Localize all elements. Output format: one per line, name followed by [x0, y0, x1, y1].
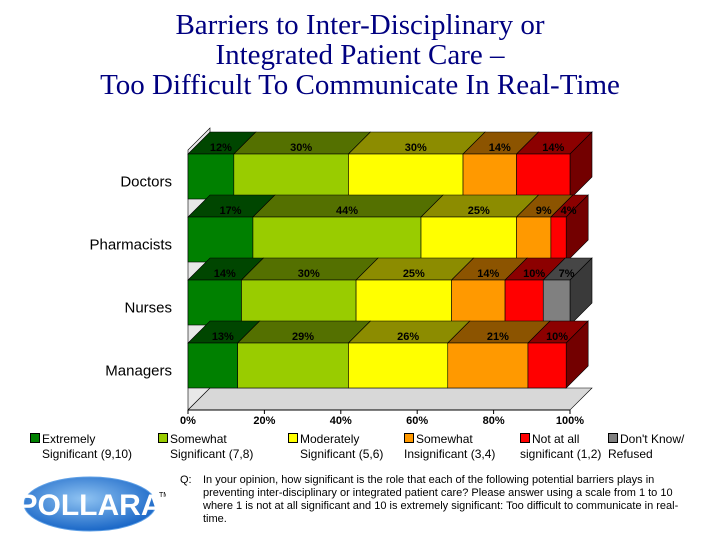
title-line-1: Barriers to Inter-Disciplinary or: [175, 9, 545, 41]
legend-item-2: Moderately Significant (5,6): [288, 432, 383, 462]
bar-2-0: [187, 279, 242, 326]
data-label-0-2: 30%: [405, 142, 427, 154]
bar-1-4: [550, 216, 567, 263]
legend-swatch-3: [404, 433, 414, 443]
data-label-1-2: 25%: [468, 205, 490, 217]
legend-swatch-4: [520, 433, 530, 443]
legend-item-0: Extremely Significant (9,10): [30, 432, 132, 462]
bar-3-4: [527, 342, 567, 389]
bar-2-5: [542, 279, 571, 326]
question-prefix: Q:: [180, 474, 192, 486]
data-label-3-0: 13%: [212, 331, 234, 343]
bar-0-4: [516, 153, 571, 200]
title-line-3: Too Difficult To Communicate In Real-Tim…: [100, 69, 620, 101]
data-label-1-4: 4%: [561, 205, 577, 217]
data-label-3-4: 10%: [546, 331, 568, 343]
bar-3-3: [447, 342, 529, 389]
x-tick-label-2: 40%: [330, 415, 352, 427]
legend-label-0-line2: Significant (9,10): [42, 447, 133, 461]
legend-swatch-0: [30, 433, 40, 443]
data-label-2-5: 7%: [559, 268, 575, 280]
bar-0-1: [233, 153, 349, 200]
legend-item-1: Somewhat Significant (7,8): [158, 432, 253, 462]
x-tick-label-4: 80%: [483, 415, 505, 427]
legend-label-1-line1: Somewhat: [170, 432, 227, 446]
data-label-1-3: 9%: [536, 205, 552, 217]
data-label-2-2: 25%: [403, 268, 425, 280]
x-tick-label-1: 20%: [253, 415, 275, 427]
data-label-2-0: 14%: [214, 268, 236, 280]
data-label-3-1: 29%: [292, 331, 314, 343]
chart-title: Barriers to Inter-Disciplinary or Integr…: [0, 10, 720, 100]
data-label-1-1: 44%: [336, 205, 358, 217]
bar-3-2: [348, 342, 449, 389]
legend-label-1-line2: Significant (7,8): [170, 447, 254, 461]
legend-swatch-5: [608, 433, 618, 443]
question-text: In your opinion, how significant is the …: [203, 474, 679, 525]
legend-item-5: Don't Know/Refused: [608, 432, 684, 462]
bar-3-0: [187, 342, 238, 389]
logo-text: POLLARA: [20, 489, 163, 522]
bar-2-3: [451, 279, 506, 326]
bar-0-0: [187, 153, 235, 200]
category-label-3: Managers: [105, 363, 172, 380]
bar-1-1: [252, 216, 422, 263]
data-label-0-1: 30%: [290, 142, 312, 154]
stacked-bar-chart: 12% 30% 30% 14% 14% Doctors 17% 44% 25% 9% 4% Pharm…: [89, 127, 593, 427]
category-label-1: Pharmacists: [89, 237, 172, 254]
x-tick-label-0: 0%: [180, 415, 196, 427]
legend-label-5-line2: Refused: [608, 447, 653, 461]
bar-1-3: [516, 216, 552, 263]
bar-0-2: [348, 153, 464, 200]
x-tick-label-3: 60%: [406, 415, 428, 427]
data-label-1-0: 17%: [219, 205, 241, 217]
legend-swatch-2: [288, 433, 298, 443]
data-label-3-2: 26%: [397, 331, 419, 343]
legend-label-4-line2: significant (1,2): [520, 447, 602, 461]
bar-1-2: [420, 216, 517, 263]
bar-2-4: [504, 279, 544, 326]
legend-label-0-line1: Extremely: [42, 432, 96, 446]
legend-label-3-line1: Somewhat: [416, 432, 473, 446]
legend-label-3-line2: Insignificant (3,4): [404, 447, 496, 461]
legend-label-2-line1: Moderately: [300, 432, 360, 446]
legend-label-5-line1: Don't Know/: [620, 432, 685, 446]
legend-label-2-line2: Significant (5,6): [300, 447, 384, 461]
bar-2-1: [241, 279, 357, 326]
bar-1-0: [187, 216, 254, 263]
chart-legend: Extremely Significant (9,10) Somewhat Signi…: [30, 432, 710, 468]
bar-2-2: [355, 279, 452, 326]
data-label-0-4: 14%: [542, 142, 564, 154]
data-label-0-0: 12%: [210, 142, 232, 154]
bar-0-3: [462, 153, 517, 200]
plot-floor: [187, 387, 593, 411]
title-line-2: Integrated Patient Care –: [215, 39, 505, 71]
data-label-0-3: 14%: [489, 142, 511, 154]
legend-item-4: Not at all significant (1,2): [520, 432, 601, 462]
data-label-2-1: 30%: [298, 268, 320, 280]
category-label-0: Doctors: [120, 174, 172, 191]
pollara-logo: POLLARA TM: [18, 475, 169, 533]
legend-label-4-line1: Not at all: [532, 432, 580, 446]
legend-swatch-1: [158, 433, 168, 443]
legend-item-3: Somewhat Insignificant (3,4): [404, 432, 495, 462]
category-label-2: Nurses: [124, 300, 172, 317]
logo-tm: TM: [159, 492, 166, 499]
data-label-2-3: 14%: [477, 268, 499, 280]
x-tick-label-5: 100%: [556, 415, 584, 427]
data-label-3-3: 21%: [487, 331, 509, 343]
data-label-2-4: 10%: [523, 268, 545, 280]
survey-question: Q: In your opinion, how significant is t…: [180, 474, 700, 526]
bar-3-1: [237, 342, 349, 389]
